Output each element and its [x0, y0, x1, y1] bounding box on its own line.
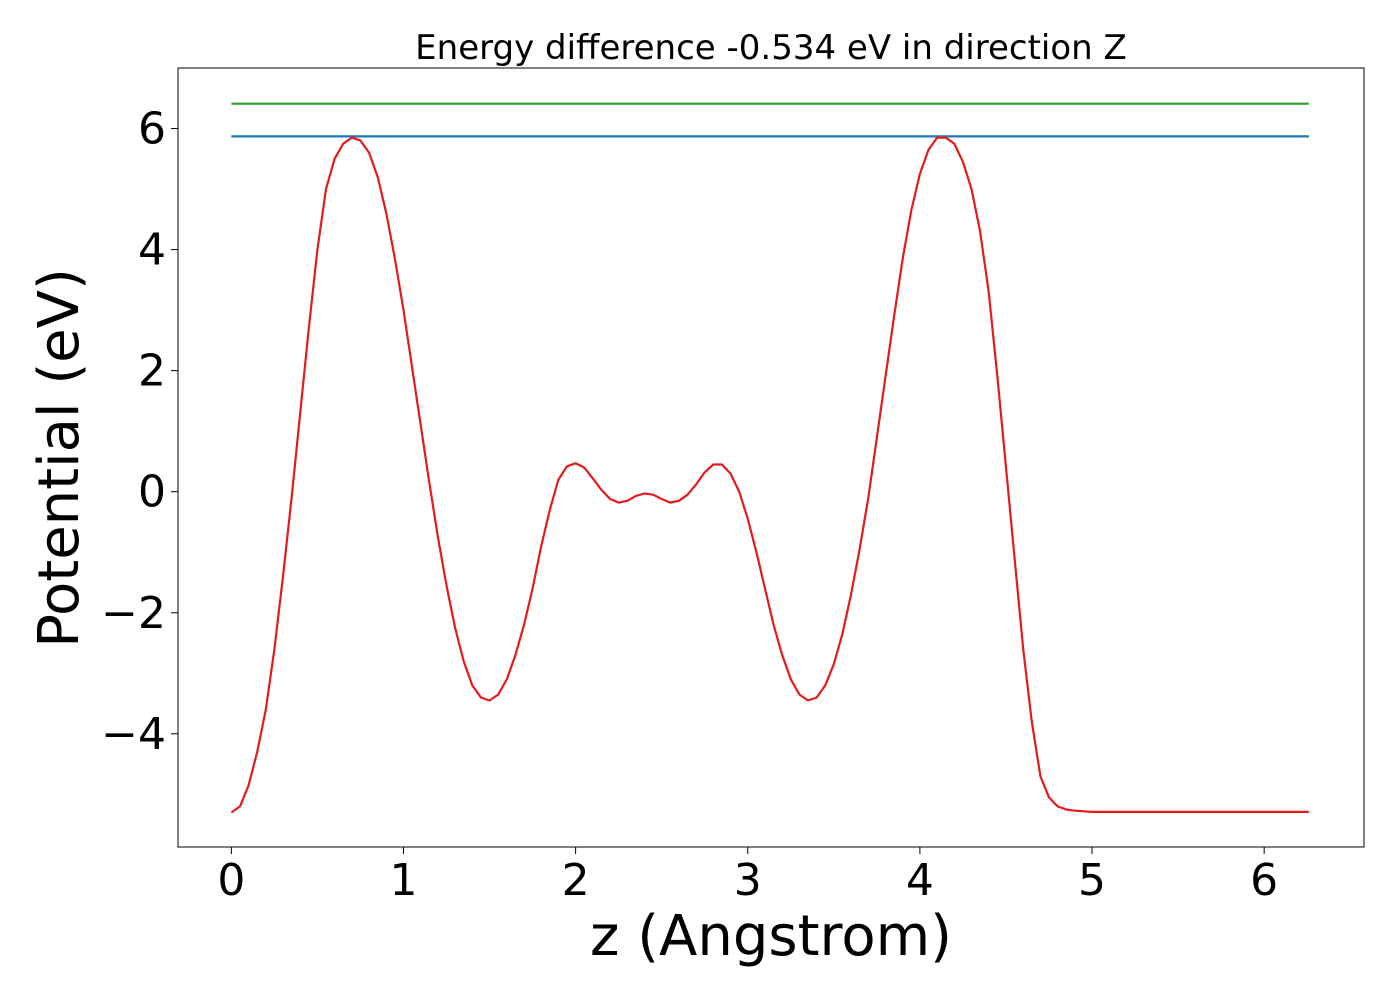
y-tick-label: −4	[101, 709, 166, 760]
y-tick-label: 2	[138, 346, 166, 397]
x-tick-label: 2	[562, 855, 590, 906]
x-tick-label: 5	[1078, 855, 1106, 906]
plot-area	[230, 102, 1309, 814]
y-axis-label: Potential (eV)	[27, 268, 92, 648]
x-axis-label: z (Angstrom)	[590, 904, 952, 969]
chart-title: Energy difference -0.534 eV in direction…	[415, 28, 1127, 68]
series-line-2	[230, 136, 1309, 814]
y-tick-label: −2	[101, 588, 166, 639]
y-axis-ticks: −4 −2 0 2 4 6	[101, 104, 178, 760]
x-tick-label: 0	[217, 855, 245, 906]
x-axis-ticks: 0 1 2 3 4 5 6	[217, 847, 1278, 906]
y-tick-label: 6	[138, 104, 166, 155]
x-tick-label: 6	[1250, 855, 1278, 906]
y-tick-label: 4	[138, 225, 166, 276]
x-tick-label: 1	[389, 855, 417, 906]
y-tick-label: 0	[138, 467, 166, 518]
x-tick-label: 3	[734, 855, 762, 906]
x-tick-label: 4	[906, 855, 934, 906]
plot-frame	[177, 67, 1365, 848]
